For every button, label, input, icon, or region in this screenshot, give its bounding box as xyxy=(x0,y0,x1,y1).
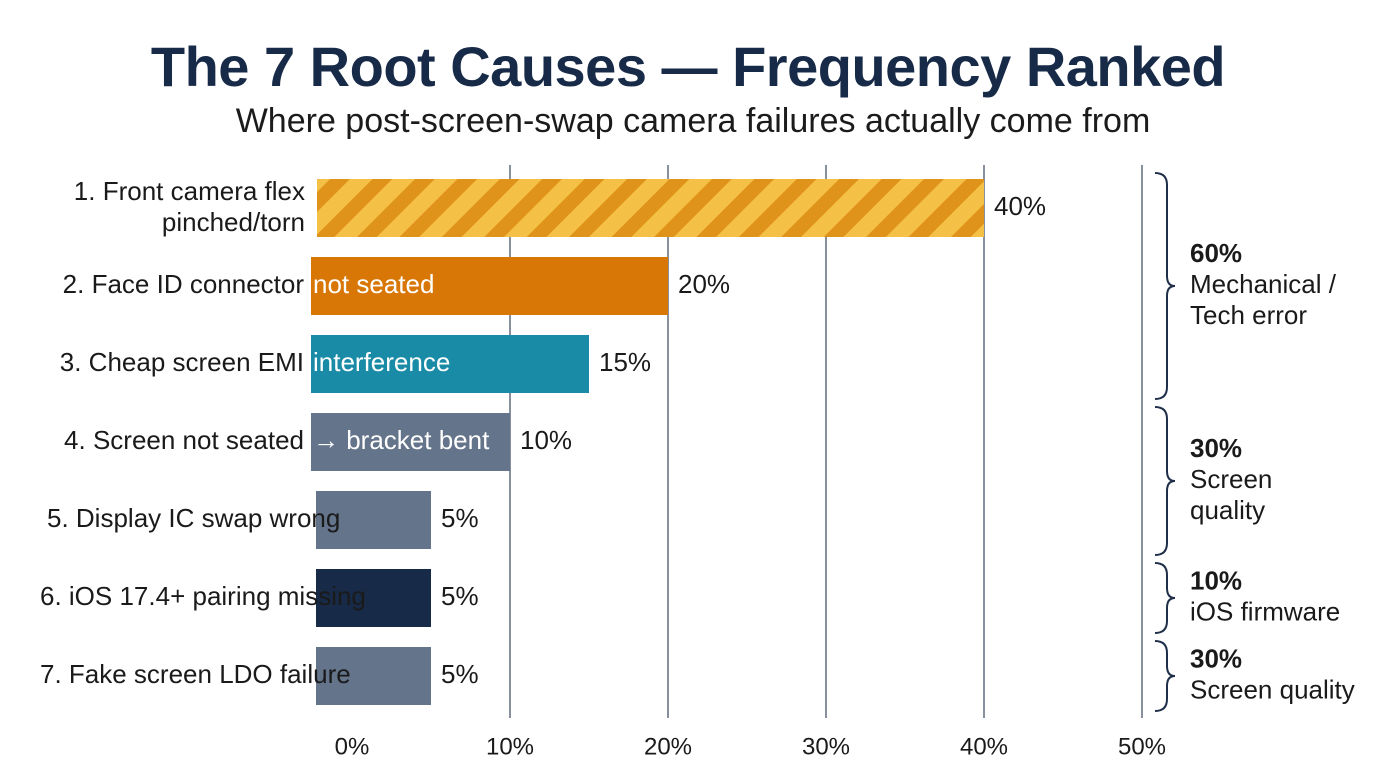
group-percent: 10% xyxy=(1190,565,1242,595)
group-brace-4 xyxy=(1154,640,1176,712)
bar-7 xyxy=(316,647,431,705)
bar-value-label: 5% xyxy=(441,503,479,533)
x-axis-ticks: 0% 10% 20% 30% 40% 50% xyxy=(335,733,1166,760)
bar-category-label-inside: not seated xyxy=(313,269,434,299)
bar-category-label: 2. Face ID connector xyxy=(63,269,305,299)
x-tick-label: 40% xyxy=(960,733,1008,760)
group-percent: 30% xyxy=(1190,433,1242,463)
grid-lines xyxy=(509,165,1143,718)
bar-4 xyxy=(311,413,510,471)
x-tick-label: 30% xyxy=(802,733,850,760)
group-brace-1 xyxy=(1154,172,1176,400)
bar-value-label: 5% xyxy=(441,659,479,689)
group-label: iOS firmware xyxy=(1190,596,1340,626)
group-label: Screen quality xyxy=(1190,674,1355,704)
bar-1 xyxy=(317,179,984,237)
bar-category-label-inside: interference xyxy=(313,347,450,377)
bar-category-label-inside: → bracket bent xyxy=(313,425,490,455)
group-label: quality xyxy=(1190,495,1265,525)
bar-category-label: 6. iOS 17.4+ pairing missing xyxy=(40,581,366,611)
bar-value-label: 40% xyxy=(994,191,1046,221)
bar-category-label: 4. Screen not seated xyxy=(64,425,304,455)
bar-value-label: 5% xyxy=(441,581,479,611)
bar-category-label: 3. Cheap screen EMI xyxy=(60,347,304,377)
chart-subtitle: Where post-screen-swap camera failures a… xyxy=(235,102,1151,140)
bar-category-label: 1. Front camera flex xyxy=(74,176,305,206)
group-percent: 60% xyxy=(1190,238,1242,268)
bar-2 xyxy=(311,257,668,315)
bar-5 xyxy=(316,491,431,549)
group-braces: 60%Mechanical /Tech error30%Screenqualit… xyxy=(1154,172,1355,712)
bar-category-label: 5. Display IC swap wrong xyxy=(47,503,340,533)
bar-value-label: 15% xyxy=(599,347,651,377)
x-tick-label: 50% xyxy=(1118,733,1166,760)
bar-6 xyxy=(316,569,431,627)
bar-category-label: pinched/torn xyxy=(162,207,305,237)
chart-title: The 7 Root Causes — Frequency Ranked xyxy=(150,35,1226,98)
group-label: Mechanical / xyxy=(1190,269,1337,299)
group-brace-3 xyxy=(1154,562,1176,634)
x-tick-label: 20% xyxy=(644,733,692,760)
bar-value-label: 20% xyxy=(678,269,730,299)
group-label: Screen xyxy=(1190,464,1272,494)
bar-category-label: 7. Fake screen LDO failure xyxy=(40,659,351,689)
x-tick-label: 0% xyxy=(335,733,370,760)
x-tick-label: 10% xyxy=(486,733,534,760)
bars xyxy=(311,179,984,705)
bar-value-label: 10% xyxy=(520,425,572,455)
group-label: Tech error xyxy=(1190,300,1307,330)
bar-3 xyxy=(311,335,589,393)
group-brace-2 xyxy=(1154,406,1176,556)
group-percent: 30% xyxy=(1190,643,1242,673)
